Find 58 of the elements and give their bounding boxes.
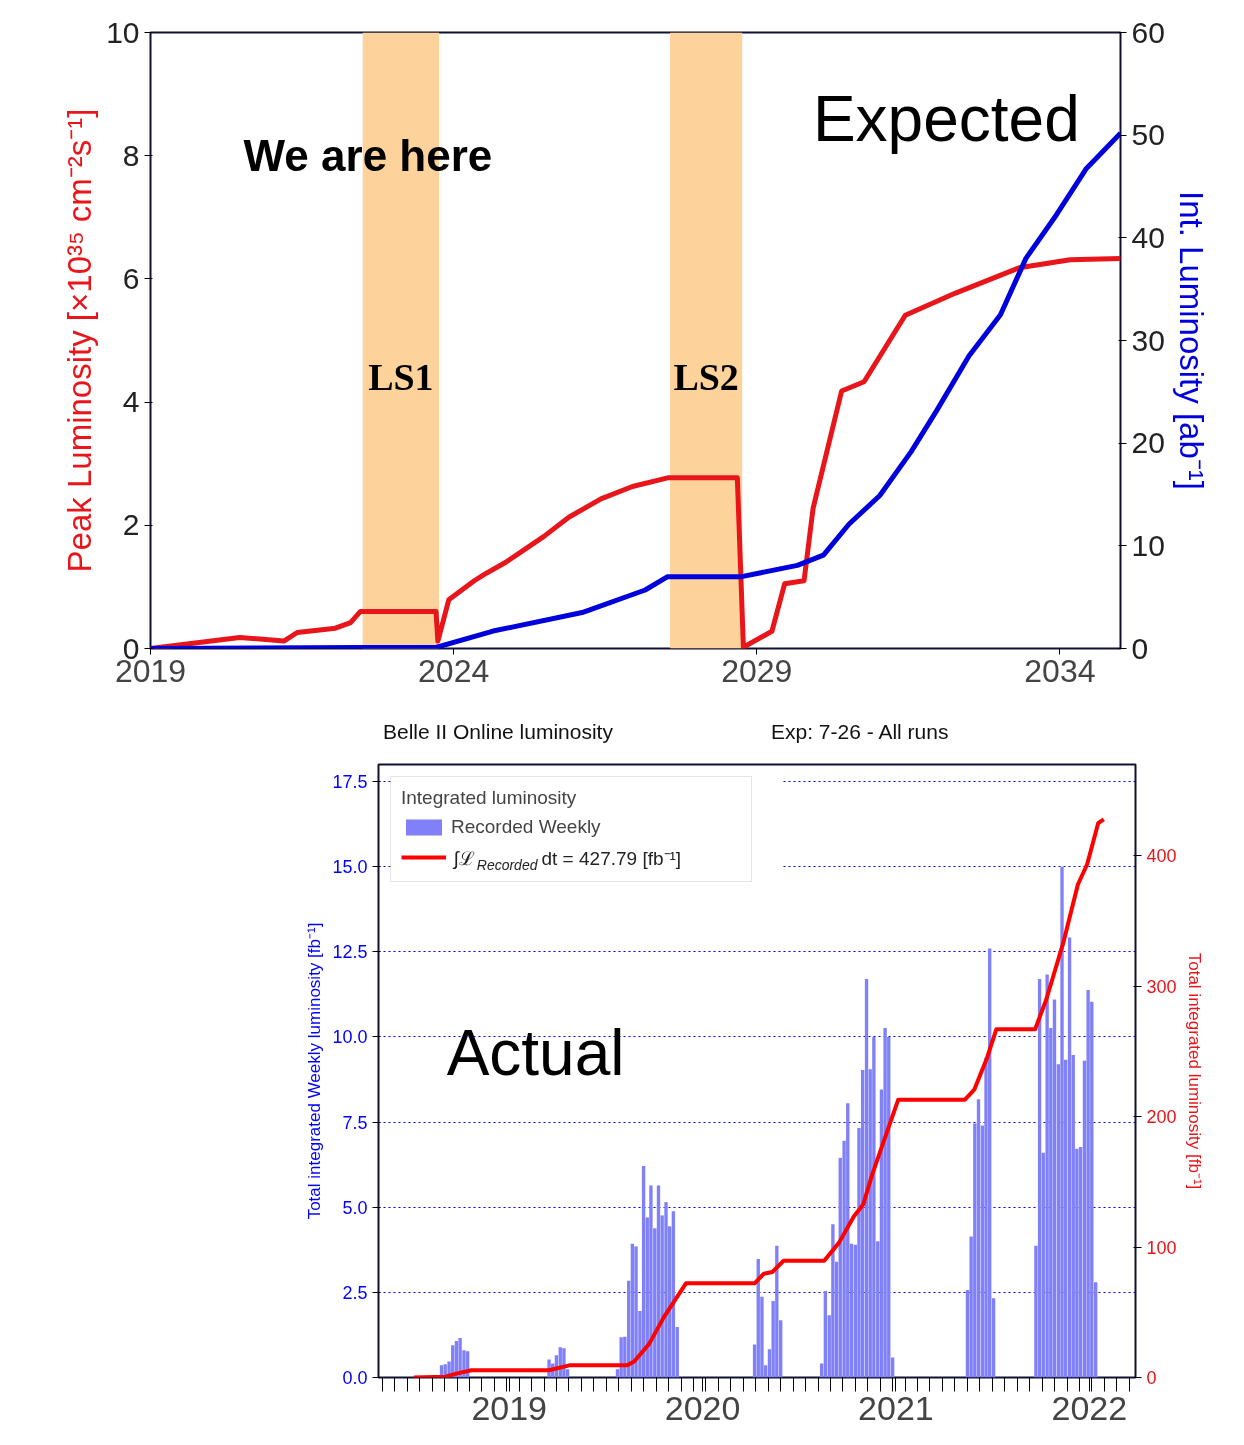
y2-tick-label: 20 (1131, 426, 1165, 460)
chart-subtitle: Exp: 7-26 - All runs (771, 719, 949, 745)
y-tick-label: 7.5 (342, 1112, 368, 1133)
y2-tick-label: 0 (1146, 1368, 1157, 1388)
bar (1045, 974, 1049, 1378)
bar (664, 1202, 668, 1378)
x-tick-label: 2020 (664, 1388, 741, 1427)
band-label: LS2 (673, 356, 739, 399)
y2-tick-label: 0 (1131, 631, 1149, 665)
y-tick-label: 2.5 (342, 1282, 368, 1303)
bar (883, 1028, 887, 1378)
x-tick-label: 2034 (1024, 652, 1096, 689)
y2-tick-label: 200 (1146, 1107, 1177, 1128)
y-tick-label: 8 (122, 138, 140, 172)
annotation: Expected (812, 82, 1080, 155)
y-tick-label: 2 (122, 508, 140, 542)
line-series (411, 817, 1106, 1378)
y2-tick-label: 50 (1131, 118, 1165, 152)
x-tick-label: 2029 (721, 652, 793, 689)
chart-title: Belle II Online luminosity (383, 719, 613, 745)
y-tick-label: 10.0 (332, 1027, 368, 1048)
x-tick-label: 2019 (471, 1388, 548, 1427)
y2-tick-label: 60 (1131, 15, 1165, 49)
bar (872, 1036, 876, 1378)
y2-tick-label: 300 (1146, 976, 1177, 997)
y2-tick-label: 100 (1146, 1237, 1177, 1258)
y-axis-title: Total integrated Weekly luminosity [fb⁻¹] (305, 922, 325, 1220)
y-tick-label: 17.5 (332, 772, 368, 793)
y2-tick-label: 40 (1131, 220, 1165, 254)
y-tick-label: 12.5 (332, 942, 368, 963)
y2-axis-title: Int. Luminosity [ab⁻¹] (1172, 191, 1210, 490)
bar (1086, 989, 1090, 1378)
bar (458, 1338, 462, 1378)
y-tick-label: 4 (122, 385, 140, 419)
legend-label: Recorded Weekly (451, 815, 602, 839)
x-tick-label: 2024 (418, 652, 490, 689)
bar (649, 1185, 653, 1378)
bar (831, 1224, 835, 1378)
y-tick-label: 5.0 (342, 1197, 368, 1218)
y2-tick-label: 10 (1131, 528, 1165, 562)
y-axis-title: Peak Luminosity [×10³⁵ cm⁻²s⁻¹] (61, 108, 99, 573)
y2-axis-title: Total integrated luminosity [fb⁻¹] (1184, 952, 1204, 1190)
legend-title: Integrated luminosity (401, 787, 578, 809)
y2-tick-label: 400 (1146, 846, 1177, 867)
bar (1060, 866, 1064, 1378)
annotation: We are here (243, 131, 493, 181)
x-tick-label: 2022 (1051, 1388, 1128, 1427)
annotation: Actual (446, 1016, 625, 1089)
y2-tick-label: 30 (1131, 323, 1165, 357)
y-tick-label: 10 (106, 15, 140, 49)
y-tick-label: 6 (122, 261, 140, 295)
x-tick-label: 2021 (858, 1388, 934, 1427)
bar (634, 1246, 638, 1378)
bar (619, 1337, 623, 1378)
y-tick-label: 15.0 (332, 857, 368, 878)
band-label: LS1 (368, 356, 434, 399)
y-tick-label: 0.0 (342, 1368, 368, 1388)
bar (775, 1245, 779, 1378)
